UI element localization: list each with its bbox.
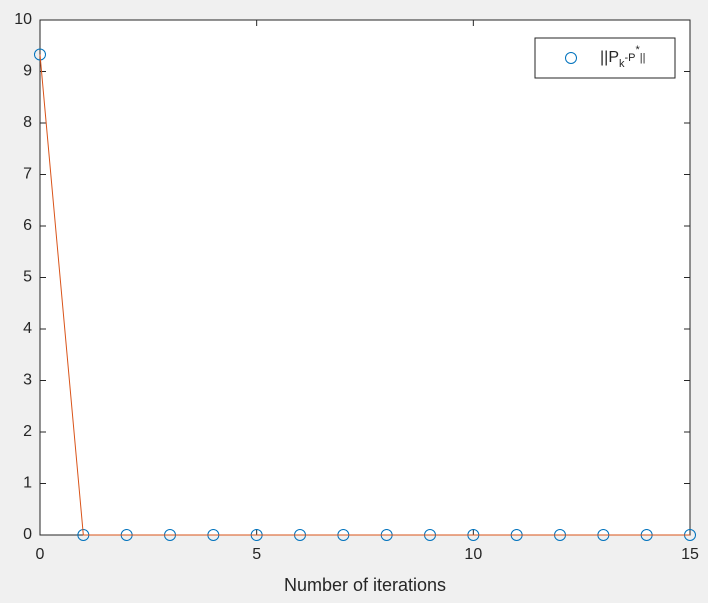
- legend-label-part: *: [635, 44, 640, 56]
- y-tick-label: 9: [23, 63, 32, 80]
- y-tick-label: 1: [23, 475, 32, 492]
- plot-area: [40, 20, 690, 535]
- legend-label: ||Pk-P*||: [600, 44, 645, 70]
- x-axis-label: Number of iterations: [284, 575, 446, 595]
- y-tick-label: 10: [14, 11, 32, 28]
- legend-label-part: k: [619, 58, 625, 70]
- y-tick-label: 2: [23, 423, 32, 440]
- y-tick-label: 5: [23, 269, 32, 286]
- legend-label-part: -P: [624, 52, 635, 64]
- x-tick-label: 5: [252, 546, 261, 563]
- y-tick-label: 6: [23, 217, 32, 234]
- legend-box: [534, 37, 676, 79]
- y-tick-label: 7: [23, 166, 32, 183]
- legend-label-part: ||: [640, 52, 646, 64]
- legend: ||Pk-P*||: [534, 37, 676, 79]
- y-tick-label: 4: [23, 320, 32, 337]
- data-line: [39, 54, 690, 536]
- x-tick-label: 10: [464, 546, 482, 563]
- y-tick-label: 0: [23, 526, 32, 543]
- y-tick-label: 3: [23, 372, 32, 389]
- x-tick-label: 0: [36, 546, 45, 563]
- legend-marker: [565, 52, 577, 64]
- x-tick-label: 15: [681, 546, 699, 563]
- y-tick-label: 8: [23, 114, 32, 131]
- legend-label-part: ||P: [600, 49, 619, 66]
